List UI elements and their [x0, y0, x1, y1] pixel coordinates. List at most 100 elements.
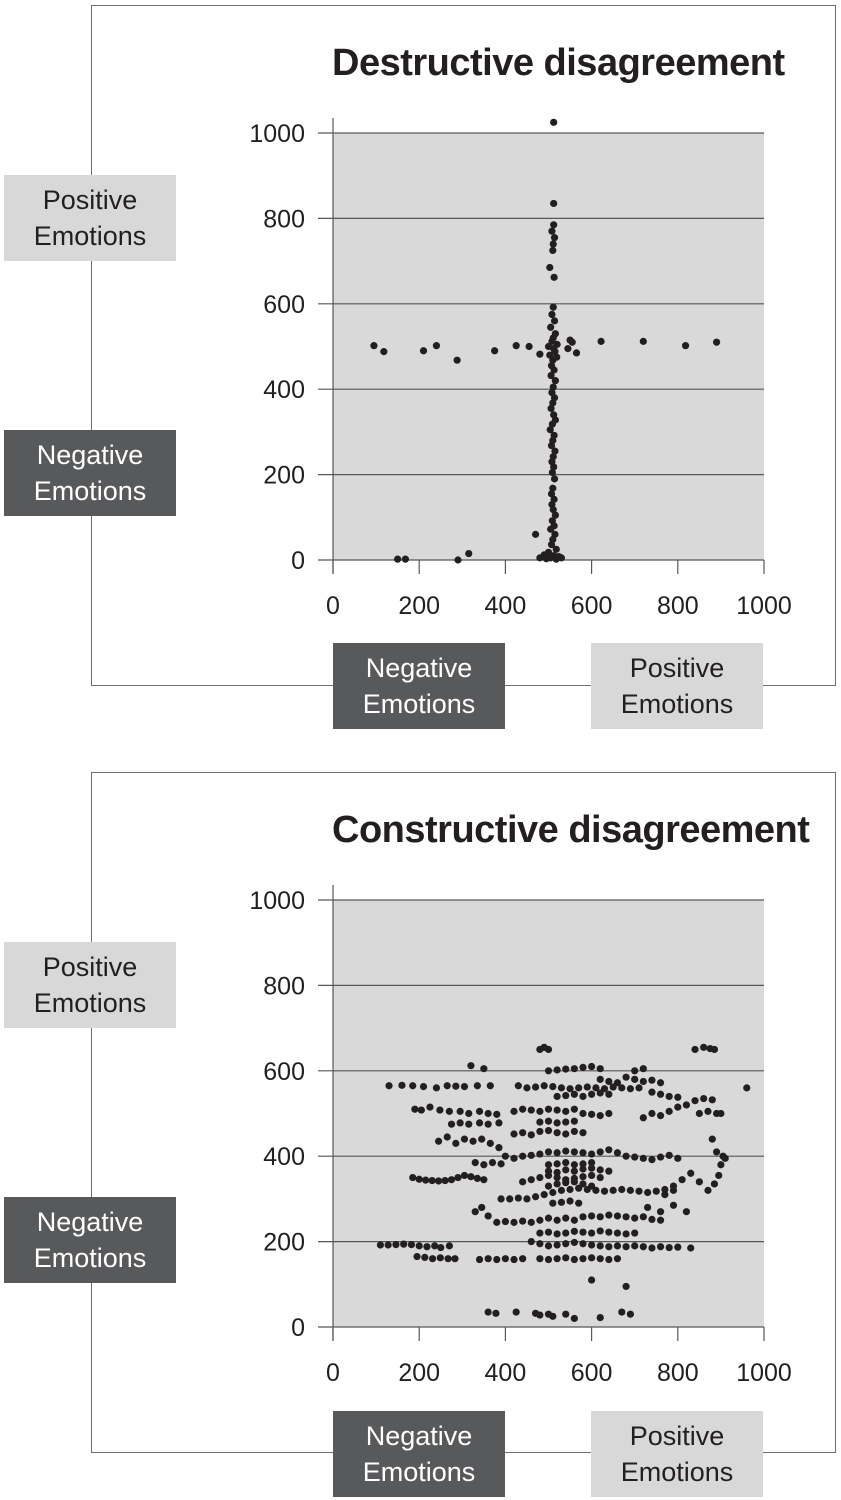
data-point [519, 1129, 527, 1137]
data-point [536, 554, 544, 562]
chart-title: Constructive disagreement [332, 809, 810, 851]
data-point [409, 1173, 417, 1182]
data-point [452, 1139, 460, 1147]
data-point [536, 350, 544, 358]
data-point [656, 1208, 665, 1216]
data-point [549, 399, 557, 407]
data-point [519, 1105, 527, 1113]
data-point [473, 1082, 481, 1090]
data-point [536, 1107, 544, 1115]
data-point [588, 1212, 596, 1220]
data-point [480, 1065, 488, 1073]
data-point [631, 1153, 639, 1161]
data-point [400, 1240, 408, 1248]
data-point [544, 1126, 553, 1135]
data-point [626, 1085, 634, 1093]
data-point [493, 1255, 501, 1264]
data-point [553, 1106, 561, 1114]
data-point [712, 1148, 721, 1156]
data-point [460, 1171, 469, 1180]
y-tick-label: 0 [291, 547, 305, 575]
data-point [550, 199, 558, 208]
data-point [570, 1238, 578, 1247]
data-point [661, 1191, 669, 1199]
x-tick-label: 400 [485, 592, 527, 620]
data-point [550, 475, 559, 483]
data-point [622, 1282, 630, 1291]
data-point [394, 555, 402, 563]
y-tick-label: 800 [263, 972, 305, 1000]
data-point [613, 1079, 622, 1087]
data-point [562, 1130, 570, 1138]
data-point [605, 1109, 613, 1118]
x-tick-label: 1000 [736, 1359, 792, 1387]
data-point [656, 1216, 665, 1224]
data-point [549, 246, 557, 255]
data-point [419, 1082, 428, 1091]
data-point [710, 1180, 719, 1188]
data-point [570, 1090, 578, 1098]
data-point [562, 1147, 570, 1155]
data-point [609, 1186, 617, 1194]
data-point [600, 1187, 609, 1195]
data-point [460, 1135, 469, 1143]
data-point [434, 1137, 443, 1145]
data-point [413, 1252, 421, 1261]
data-point [579, 1109, 587, 1118]
data-point [557, 1186, 566, 1194]
destructive-chart-panel: Destructive disagreement 0 200 400 600 800 10… [91, 5, 836, 686]
data-point [588, 1062, 596, 1071]
data-point [469, 1137, 477, 1145]
data-point [514, 1082, 522, 1090]
data-point [536, 1255, 544, 1263]
data-point [588, 1254, 596, 1262]
data-point [544, 1228, 553, 1236]
data-point [579, 1255, 587, 1263]
data-point [579, 1173, 587, 1181]
data-point [527, 1176, 535, 1184]
data-point [519, 1255, 527, 1263]
data-point [605, 1146, 613, 1154]
data-point [665, 1092, 673, 1101]
data-point [432, 1084, 441, 1092]
data-point [631, 1229, 639, 1237]
data-point [597, 337, 605, 345]
data-point [495, 1119, 503, 1127]
data-point [549, 303, 557, 311]
y-positive-emotions-label: Positive Emotions [4, 175, 176, 261]
data-point [613, 1242, 622, 1250]
data-point [527, 1218, 535, 1226]
data-point [385, 1082, 393, 1090]
data-point [456, 1119, 464, 1127]
data-point [550, 463, 558, 471]
data-point [548, 227, 556, 235]
data-point [708, 1096, 716, 1104]
data-point [566, 1085, 574, 1093]
y-tick-label: 800 [263, 205, 305, 233]
data-point [579, 1160, 587, 1168]
data-point [527, 1106, 535, 1114]
data-point [492, 1309, 500, 1317]
data-point [423, 1243, 431, 1251]
data-point [478, 1203, 486, 1212]
y-tick-label: 600 [263, 291, 305, 319]
data-point [570, 1167, 578, 1175]
data-point [544, 1214, 553, 1222]
data-point [398, 1081, 406, 1089]
data-point [493, 1218, 501, 1226]
data-point [682, 1101, 691, 1109]
data-point [562, 1310, 570, 1318]
data-point [562, 1166, 570, 1174]
data-point [497, 1160, 505, 1168]
data-point [687, 1169, 695, 1177]
data-point [550, 273, 558, 281]
data-point [704, 1186, 712, 1194]
data-point [570, 1178, 578, 1186]
data-point [409, 1082, 417, 1090]
data-point [547, 323, 555, 331]
data-point [510, 1107, 518, 1115]
data-point [639, 1154, 647, 1162]
x-positive-emotions-label: Positive Emotions [591, 643, 763, 729]
data-point [575, 1199, 583, 1207]
data-point [592, 1084, 600, 1092]
